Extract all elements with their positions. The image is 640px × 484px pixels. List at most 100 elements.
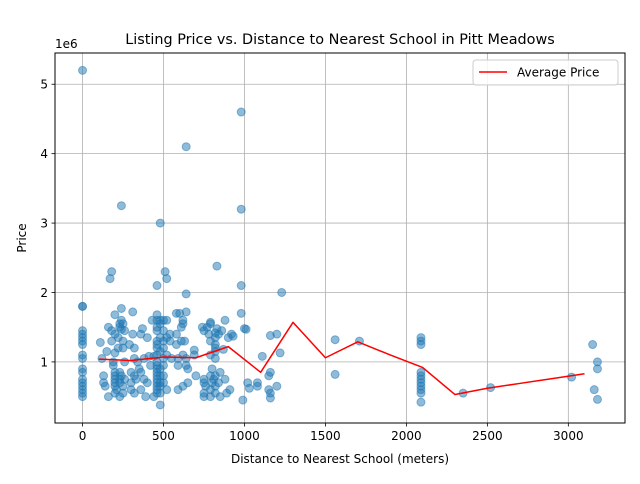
scatter-points: [78, 65, 602, 410]
scatter-point: [330, 369, 340, 379]
y-tick-label: 5: [40, 78, 48, 92]
scatter-point: [588, 340, 598, 350]
scatter-point: [116, 303, 126, 313]
scatter-point: [102, 346, 112, 356]
scatter-point: [183, 364, 193, 374]
scatter-point: [416, 388, 426, 398]
legend-label-average-price: Average Price: [517, 66, 599, 80]
average-price-line-group: [98, 321, 585, 396]
scatter-point: [78, 392, 88, 402]
scatter-point: [120, 326, 130, 336]
x-tick-label: 0: [79, 429, 87, 443]
scatter-point: [236, 308, 246, 318]
scatter-point: [142, 333, 152, 343]
scatter-point: [252, 381, 262, 391]
scatter-point: [97, 353, 107, 363]
scatter-point: [155, 218, 165, 228]
scatter-point: [152, 281, 162, 291]
scatter-point: [191, 371, 201, 381]
scatter-point: [241, 324, 251, 334]
scatter-point: [265, 393, 275, 403]
y-axis-ticks: 1 2 3 4 5: [40, 78, 55, 369]
scatter-point: [181, 307, 191, 317]
x-axis-ticks: 0 500 1000 1500 2000 2500 3000: [79, 423, 584, 443]
scatter-point: [136, 385, 146, 395]
scatter-point: [178, 319, 188, 329]
scatter-point: [129, 343, 139, 353]
scatter-point: [589, 385, 599, 395]
y-tick-label: 1: [40, 355, 48, 369]
x-tick-label: 1500: [310, 429, 341, 443]
scatter-point: [120, 357, 130, 367]
y-tick-label: 4: [40, 147, 48, 161]
y-tick-label: 2: [40, 286, 48, 300]
scatter-point: [217, 326, 227, 336]
scatter-point: [225, 385, 235, 395]
scatter-point: [180, 336, 190, 346]
scatter-point: [416, 340, 426, 350]
scatter-point: [244, 383, 254, 393]
scatter-point: [116, 201, 126, 211]
y-tick-label: 3: [40, 217, 48, 231]
scatter-point: [110, 310, 120, 320]
scatter-point: [567, 372, 577, 382]
scatter-point: [162, 385, 172, 395]
scatter-point: [78, 340, 88, 350]
scatter-point: [272, 329, 282, 339]
x-tick-label: 1000: [229, 429, 260, 443]
plot-frame: [54, 52, 626, 424]
scatter-point: [272, 381, 282, 391]
scatter-point: [78, 65, 88, 75]
chart-title: Listing Price vs. Distance to Nearest Sc…: [125, 32, 555, 48]
scatter-point: [181, 142, 191, 152]
scatter-point: [183, 378, 193, 388]
scatter-point: [592, 364, 602, 374]
scatter-point: [95, 337, 105, 347]
x-tick-label: 3000: [553, 429, 584, 443]
scatter-point: [128, 329, 138, 339]
scatter-point: [128, 307, 138, 317]
scatter-point: [131, 374, 141, 384]
scatter-point: [171, 329, 181, 339]
scatter-point: [236, 281, 246, 291]
scatter-point: [137, 324, 147, 334]
scatter-point: [220, 374, 230, 384]
scatter-point: [205, 319, 215, 329]
scatter-point: [118, 388, 128, 398]
scatter-point: [158, 360, 168, 370]
scatter-point: [210, 353, 220, 363]
scatter-point: [162, 274, 172, 284]
x-tick-label: 2500: [472, 429, 503, 443]
scatter-point: [141, 392, 151, 402]
x-axis-label: Distance to Nearest School (meters): [231, 452, 449, 466]
scatter-point: [78, 301, 88, 311]
scatter-point: [162, 315, 172, 325]
scatter-point: [275, 348, 285, 358]
average-price-line: [98, 321, 585, 396]
scatter-point: [100, 381, 110, 391]
scatter-point: [155, 400, 165, 410]
scatter-point: [228, 331, 238, 341]
x-tick-label: 500: [152, 429, 175, 443]
scatter-point: [107, 267, 117, 277]
x-tick-label: 2000: [391, 429, 422, 443]
scatter-point: [277, 287, 287, 297]
y-axis-offset-label: 1e6: [55, 37, 78, 51]
scatter-point: [265, 367, 275, 377]
scatter-point: [142, 378, 152, 388]
scatter-point: [236, 204, 246, 214]
legend: Average Price: [472, 59, 619, 86]
scatter-point: [416, 397, 426, 407]
scatter-point: [181, 289, 191, 299]
legend-box: [472, 59, 619, 86]
scatter-point: [592, 394, 602, 404]
scatter-point: [236, 107, 246, 117]
scatter-point: [257, 351, 267, 361]
scatter-point: [173, 360, 183, 370]
scatter-point: [215, 367, 225, 377]
scatter-point: [220, 315, 230, 325]
y-axis-label: Price: [15, 223, 29, 252]
scatter-point: [78, 353, 88, 363]
